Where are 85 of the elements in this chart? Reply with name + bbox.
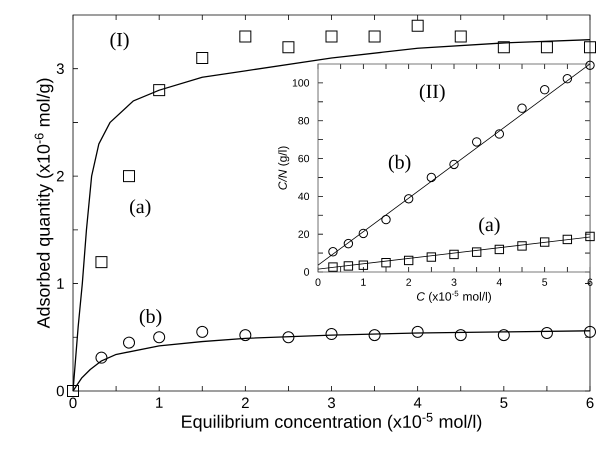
y-tick-label: 40	[298, 192, 310, 200]
point	[328, 262, 338, 272]
point	[123, 336, 136, 349]
point	[472, 137, 482, 147]
point	[562, 74, 572, 84]
point	[454, 329, 467, 342]
annotation: (b)	[388, 154, 410, 173]
point	[153, 84, 166, 96]
point	[95, 256, 108, 268]
point	[585, 60, 595, 70]
point	[239, 30, 252, 42]
x-tick-label: 1	[156, 398, 163, 408]
point	[540, 41, 553, 54]
x-tick-label: 0	[69, 398, 77, 408]
point	[498, 329, 510, 342]
point	[498, 41, 510, 54]
point	[344, 261, 354, 271]
point	[239, 329, 252, 342]
point	[449, 250, 459, 260]
point	[412, 20, 424, 32]
y-tick-label: 3	[56, 63, 64, 74]
point	[153, 331, 166, 344]
point	[95, 352, 108, 364]
point	[282, 41, 294, 54]
y-tick-label: 60	[298, 154, 310, 162]
annotation: (a)	[130, 199, 150, 218]
point	[404, 256, 414, 266]
y-tick-label: 2	[56, 170, 64, 182]
point	[585, 232, 595, 242]
point	[562, 234, 572, 244]
point	[517, 241, 527, 251]
point	[326, 30, 338, 42]
point	[540, 237, 550, 247]
point	[358, 228, 368, 238]
point	[404, 194, 414, 204]
point	[472, 247, 482, 257]
point	[196, 52, 208, 64]
x-tick-label: 3	[451, 278, 456, 286]
point	[282, 331, 294, 344]
point	[449, 160, 459, 170]
point	[381, 258, 391, 268]
y-tick-label: 100	[292, 79, 310, 87]
y-tick-label: 0	[304, 268, 310, 276]
x-tick-label: 4	[496, 278, 502, 286]
y-axis-title: C/N (g/l)	[278, 146, 290, 190]
y-tick-label: 80	[298, 117, 310, 124]
point	[584, 41, 596, 54]
x-tick-label: 4	[414, 398, 422, 408]
y-tick-label: 20	[298, 230, 310, 238]
point	[412, 326, 424, 338]
point	[517, 104, 527, 113]
point	[368, 329, 381, 342]
annotation: (I)	[110, 32, 129, 50]
x-tick-label: 5	[500, 398, 508, 408]
point	[540, 326, 553, 339]
y-tick-label: 0	[56, 386, 64, 396]
point	[584, 326, 596, 338]
point	[344, 238, 354, 248]
x-axis-title: C (x10$^{-5}$ mol/l)	[416, 290, 491, 304]
x-tick-label: 6	[586, 398, 594, 408]
point	[67, 384, 80, 397]
point	[326, 328, 338, 340]
point	[540, 85, 550, 94]
point	[368, 30, 381, 42]
point	[381, 214, 391, 224]
point	[196, 326, 208, 338]
x-tick-label: 1	[361, 278, 366, 286]
point	[426, 252, 436, 262]
point	[426, 172, 436, 182]
x-tick-label: 5	[542, 278, 548, 286]
x-axis-title: Equilibrium concentration (x10$^{-5}$ mol/l)	[182, 412, 482, 432]
point	[328, 247, 338, 256]
annotation: (a)	[479, 217, 500, 236]
point	[494, 244, 504, 254]
x-tick-label: 3	[328, 398, 336, 408]
annotation: (II)	[420, 84, 445, 102]
x-tick-label: 0	[316, 278, 321, 286]
point	[494, 129, 504, 139]
point	[454, 30, 467, 42]
y-axis-title: Adsorbed quantity (x10$^{-6}$ mol/g)	[34, 78, 54, 328]
annotation: (b)	[140, 309, 162, 328]
x-tick-label: 2	[406, 278, 412, 286]
point	[123, 170, 136, 182]
point	[358, 260, 368, 270]
x-tick-label: 2	[242, 398, 249, 408]
